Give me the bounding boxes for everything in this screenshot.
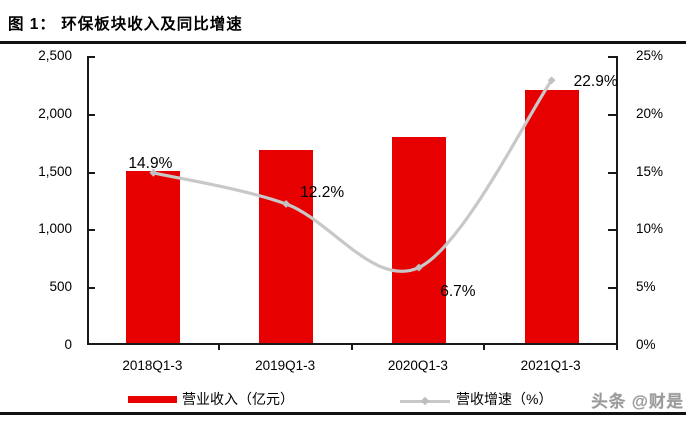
legend-growth-label: 营收增速（%） xyxy=(456,391,553,407)
y-axis-right-tick-label: 15% xyxy=(636,163,664,179)
x-axis-tick xyxy=(217,345,220,350)
right-axis-tick xyxy=(608,113,616,116)
chart-plot-area xyxy=(87,56,618,345)
y-axis-right-tick-label: 25% xyxy=(636,48,664,63)
growth-data-label-2021Q1-3: 22.9% xyxy=(573,73,618,91)
x-axis-label-2019Q1-3: 2019Q1-3 xyxy=(255,358,316,373)
y-axis-right-tick-label: 20% xyxy=(636,105,664,121)
growth-data-label-2018Q1-3: 14.9% xyxy=(128,154,173,172)
y-axis-left-tick-label: 2,500 xyxy=(38,48,72,63)
title-divider-line xyxy=(0,41,686,44)
x-axis-tick xyxy=(483,345,486,350)
watermark-toutiao: 头条 @财是 xyxy=(591,393,684,411)
revenue-bar-2021Q1-3 xyxy=(524,90,579,343)
right-axis-tick xyxy=(608,287,616,290)
left-axis-tick xyxy=(87,171,95,174)
left-axis-tick xyxy=(87,229,95,232)
right-axis-tick xyxy=(608,56,616,58)
revenue-bar-2020Q1-3 xyxy=(391,137,446,343)
legend-revenue-swatch xyxy=(128,396,177,403)
growth-data-label-2019Q1-3: 12.2% xyxy=(300,183,345,201)
x-axis-label-2021Q1-3: 2021Q1-3 xyxy=(520,358,581,373)
left-axis-tick xyxy=(87,56,95,58)
y-axis-left-tick-label: 500 xyxy=(49,279,72,295)
x-axis-label-2020Q1-3: 2020Q1-3 xyxy=(387,358,448,373)
chart-title: 图 1： 环保板块收入及同比增速 xyxy=(8,16,243,33)
y-axis-right-tick-label: 10% xyxy=(636,221,664,237)
x-axis-tick xyxy=(616,345,618,350)
legend-growth-line-swatch xyxy=(400,396,450,406)
y-axis-left-tick-label: 0 xyxy=(64,337,72,352)
y-axis-left-tick-label: 2,000 xyxy=(38,105,72,121)
left-axis-tick xyxy=(87,287,95,290)
revenue-bar-2018Q1-3 xyxy=(126,171,181,343)
x-axis-label-2018Q1-3: 2018Q1-3 xyxy=(122,358,183,373)
bottom-divider-line xyxy=(0,412,686,415)
y-axis-left-tick-label: 1,000 xyxy=(38,221,72,237)
left-axis-tick xyxy=(87,113,95,116)
legend-revenue-label: 营业收入（亿元） xyxy=(182,391,294,407)
growth-data-label-2020Q1-3: 6.7% xyxy=(440,282,476,300)
y-axis-right-tick-label: 0% xyxy=(636,337,656,352)
legend-line-marker-icon xyxy=(420,396,430,406)
y-axis-left-tick-label: 1,500 xyxy=(38,163,72,179)
right-axis-tick xyxy=(608,171,616,174)
right-axis-tick xyxy=(608,229,616,232)
y-axis-right-tick-label: 5% xyxy=(636,279,656,295)
revenue-bar-2019Q1-3 xyxy=(259,150,314,343)
x-axis-tick xyxy=(350,345,353,350)
